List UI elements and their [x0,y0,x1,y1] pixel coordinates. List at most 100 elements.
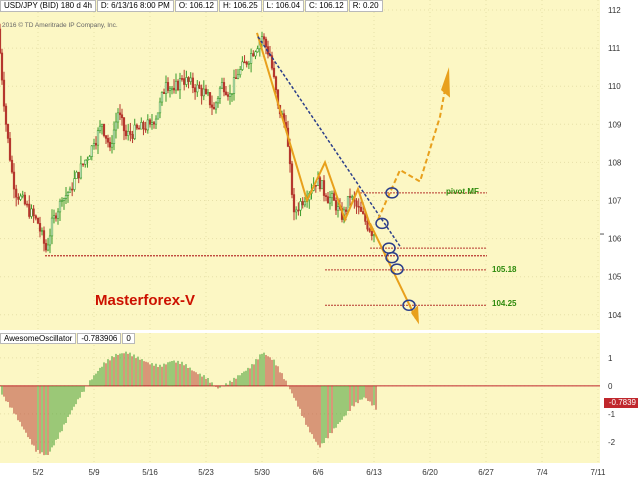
candle-body [204,88,208,95]
candle-body [185,77,188,85]
candle-body [40,230,44,232]
candle-body [200,87,203,97]
candle-body [160,91,164,103]
price-axis[interactable]: 112 111 110 109 108 107 106 105 104 [600,0,640,330]
candle-body [48,235,52,246]
candle-body [25,203,29,206]
candle-body [168,87,172,91]
osc-tick-label: 0 [608,382,613,391]
candle-body [301,201,304,206]
target-circle [390,263,404,275]
date-tick-label: 6/13 [366,468,382,477]
candle-body [239,69,242,76]
candle-body [135,124,139,129]
date-tick-label: 5/23 [198,468,214,477]
candle-body [108,141,112,148]
candle-body [68,188,72,193]
candle-body [232,77,236,94]
target-circle [385,251,399,264]
open-label: O: 106.12 [174,0,218,12]
candle-body [252,53,255,57]
candle-body [158,101,162,114]
date-axis[interactable]: 5/2 5/9 5/16 5/23 5/30 6/6 6/13 6/20 6/27 7/4 7/11 [0,463,640,480]
candle-body [357,205,360,208]
candle-body [193,87,197,93]
candle-body [206,92,210,95]
candle-body [112,129,116,144]
date-tick-label: 6/6 [312,468,324,477]
oscillator-panel[interactable] [0,333,600,463]
candle-body [226,94,230,97]
candle-body [218,87,222,99]
symbol-label[interactable]: USD/JPY (BID) 180 d 4h [0,0,96,12]
copyright-text: 2016 © TD Ameritrade IP Company, Inc. [2,22,118,29]
candle-body [98,125,102,131]
candle-body [256,48,259,53]
candle-body [361,211,365,214]
candle-body [150,122,154,125]
price-tick-label: 105 [608,273,622,282]
candle-body [214,102,218,110]
watermark-text: Masterforex-V [95,292,196,309]
candle-body [66,192,70,196]
date-axis-ticks: 5/2 5/9 5/16 5/23 5/30 6/6 6/13 6/20 6/27 7/4 7/11 [32,468,606,477]
candle-body [28,203,31,217]
candle-body [2,79,6,107]
candle-body [77,171,80,179]
candle-body [216,97,220,104]
date-label: D: 6/13/16 8:00 PM [96,0,174,12]
candle-body [212,106,216,110]
candle-body [247,63,251,65]
candle-body [106,138,110,143]
candle-body [148,119,152,125]
candle-body [62,198,66,201]
candle-body [133,124,136,139]
candle-body [64,195,68,199]
price-chart [0,0,600,330]
candle-body [104,135,108,139]
candle-body [142,122,145,130]
close-label: C: 106.12 [305,0,348,12]
candle-body [21,194,24,197]
candle-body [30,208,33,217]
candle-body [322,180,326,196]
candle-body [318,177,322,190]
candle-body [202,88,205,97]
oscillator-name[interactable]: AwesomeOscillator [0,333,77,344]
candle-body [102,124,106,136]
candle-body [73,178,76,190]
candle-body [15,188,18,198]
price-chart-panel[interactable] [0,0,600,330]
candle-body [127,131,130,137]
candle-body [370,230,373,237]
candle-body [124,130,128,137]
candle-body [189,77,192,82]
oscillator-settings[interactable]: 0 [122,333,135,344]
price-tick-label: 104 [608,311,622,320]
date-tick-label: 7/4 [536,468,548,477]
wave-pattern-line [256,32,373,232]
candle-body [154,118,158,125]
candle-body [0,28,2,54]
high-label: H: 106.25 [218,0,262,12]
candle-body [58,200,62,213]
candle-body [92,143,96,147]
target-circle [385,187,399,199]
oscillator-chart [0,333,600,463]
candle-body [137,127,141,130]
candle-body [4,105,8,125]
candle-body [264,38,268,47]
candle-body [50,217,54,237]
osc-tick-label: 1 [608,354,613,363]
candle-body [94,143,98,146]
candle-body [292,194,296,213]
projection-down-arrow [411,305,419,325]
candle-body [79,163,83,179]
candle-body [210,104,214,108]
candle-body [297,209,300,212]
candle-body [152,122,156,125]
candle-body [114,121,118,131]
candle-body [334,200,338,211]
price-tick-label: 108 [608,158,622,167]
candle-body [328,197,332,204]
